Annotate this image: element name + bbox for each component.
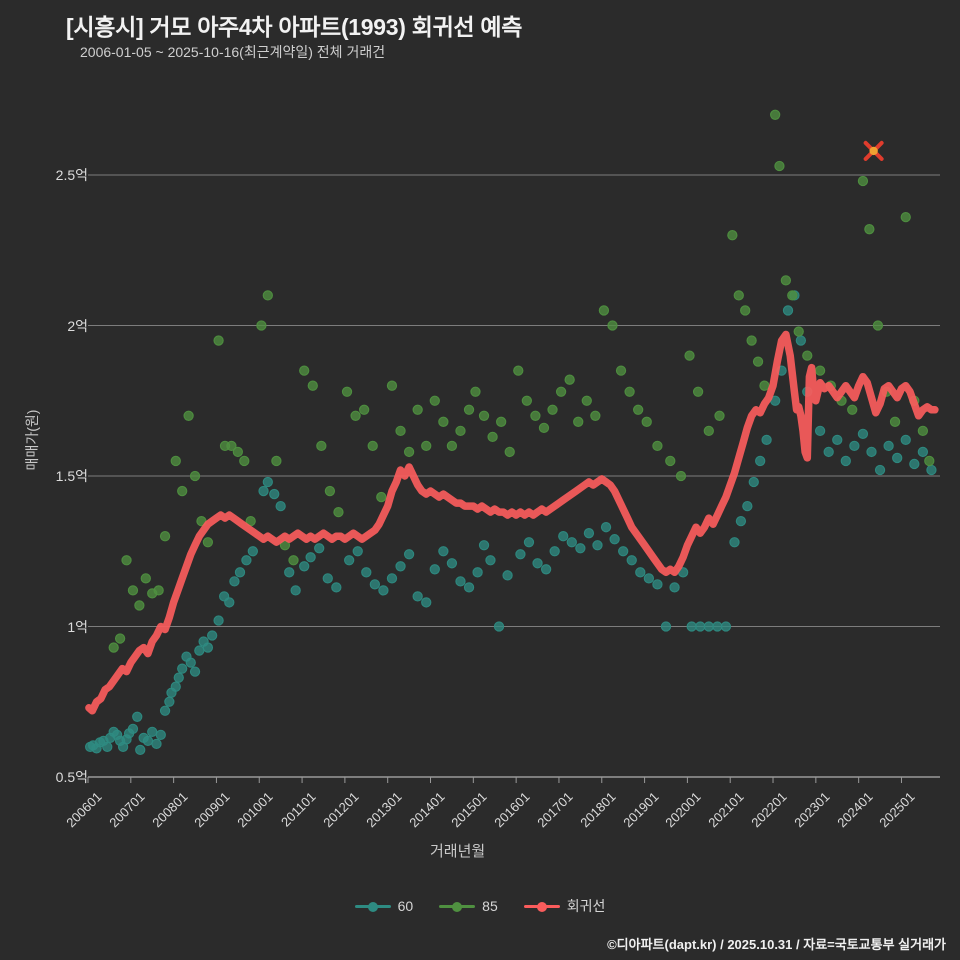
y-axis-ticks: 0.5억 1억 1.5억 2억 2.5억 — [0, 0, 88, 960]
page-title: [시흥시] 거모 아주4차 아파트(1993) 회귀선 예측 — [66, 14, 523, 40]
x-tick-label: 202401 — [833, 789, 876, 831]
y-tick-label: 2.5억 — [55, 167, 88, 183]
y-tick-label: 2억 — [67, 317, 88, 334]
chart-subtitle: 2006-01-05 ~ 2025-10-16(최근계약일) 전체 거래건 — [80, 44, 386, 60]
x-tick-label: 201301 — [363, 789, 405, 831]
x-tick-label: 202501 — [876, 789, 919, 831]
highlight-max-marker — [863, 140, 884, 161]
x-tick-label: 201701 — [534, 789, 576, 831]
legend-swatch-icon — [523, 900, 560, 912]
legend-label: 60 — [397, 898, 414, 914]
legend-swatch-icon — [439, 900, 476, 912]
chart-legend: 60 85 회귀선 — [0, 896, 960, 916]
series-points-85 — [108, 109, 935, 653]
legend-label: 회귀선 — [566, 898, 606, 914]
legend-label: 85 — [482, 898, 498, 914]
x-tick-label: 201901 — [619, 789, 662, 831]
legend-swatch-icon — [354, 900, 391, 912]
x-tick-label: 202101 — [705, 789, 747, 831]
legend-item-85[interactable]: 85 — [439, 898, 498, 914]
x-tick-label: 200801 — [148, 789, 191, 831]
regression-line — [85, 330, 939, 715]
legend-item-회귀선[interactable]: 회귀선 — [523, 896, 606, 916]
x-tick-label: 200901 — [191, 789, 234, 831]
y-axis-title: 매매가(원) — [24, 409, 40, 471]
x-tick-label: 201001 — [234, 789, 276, 831]
footer-credit: ©디아파트(dapt.kr) / 2025.10.31 / 자료=국토교통부 실… — [607, 937, 946, 952]
legend-item-60[interactable]: 60 — [354, 898, 414, 914]
x-axis-title: 거래년월 — [430, 843, 486, 860]
x-tick-label: 202301 — [791, 789, 833, 831]
series-points-60 — [84, 290, 937, 756]
x-tick-label: 201501 — [448, 789, 490, 831]
y-tick-label: 0.5억 — [55, 769, 88, 785]
x-tick-label: 201101 — [278, 789, 319, 830]
x-tick-label: 201201 — [320, 789, 362, 831]
y-tick-label: 1억 — [67, 618, 88, 635]
x-tick-label: 201801 — [577, 789, 619, 831]
x-tick-label: 202001 — [662, 789, 704, 831]
x-tick-label: 201401 — [405, 789, 448, 831]
y-tick-label: 1.5억 — [55, 468, 88, 484]
x-tick-label: 201601 — [491, 789, 533, 831]
x-tick-label: 202201 — [748, 789, 790, 831]
x-tick-label: 200701 — [106, 789, 148, 831]
